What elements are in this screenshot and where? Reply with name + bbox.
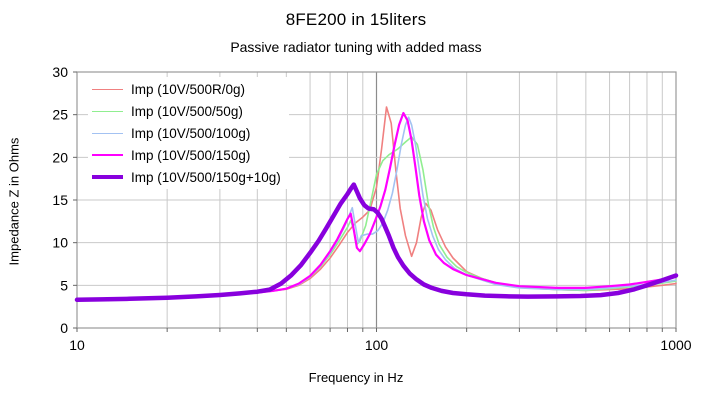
legend-label: Imp (10V/500/100g) [131,125,251,141]
y-tick-label: 15 [52,192,68,208]
legend-line-sample [92,175,123,179]
legend-item: Imp (10V/500/100g) [92,122,281,144]
series-line [74,182,679,303]
legend-item: Imp (10V/500R/0g) [92,78,281,100]
chart-title: 8FE200 in 15liters [285,10,427,29]
x-tick-label: 1000 [660,337,691,353]
x-axis-label: Frequency in Hz [308,370,404,385]
series-line [75,111,678,301]
y-tick-label: 5 [60,277,68,293]
y-tick-label: 20 [52,149,68,165]
legend-line-sample [92,110,123,112]
x-tick-label: 100 [365,337,389,353]
legend-item: Imp (10V/500/150g+10g) [92,166,281,188]
chart-subtitle: Passive radiator tuning with added mass [230,39,482,55]
legend-label: Imp (10V/500/150g) [131,147,251,163]
legend-line-sample [92,88,123,90]
legend-label: Imp (10V/500/50g) [131,103,243,119]
y-tick-label: 0 [60,320,68,336]
y-tick-label: 10 [52,235,68,251]
legend-label: Imp (10V/500/150g+10g) [131,169,281,185]
legend-label: Imp (10V/500R/0g) [131,81,246,97]
legend-line-sample [92,154,123,156]
legend-line-sample [92,132,123,134]
legend: Imp (10V/500R/0g) Imp (10V/500/50g) Imp (1… [88,77,289,189]
y-tick-label: 30 [52,64,68,80]
legend-item: Imp (10V/500/50g) [92,100,281,122]
x-tick-label: 10 [69,337,85,353]
y-tick-label: 25 [52,107,68,123]
legend-item: Imp (10V/500/150g) [92,144,281,166]
